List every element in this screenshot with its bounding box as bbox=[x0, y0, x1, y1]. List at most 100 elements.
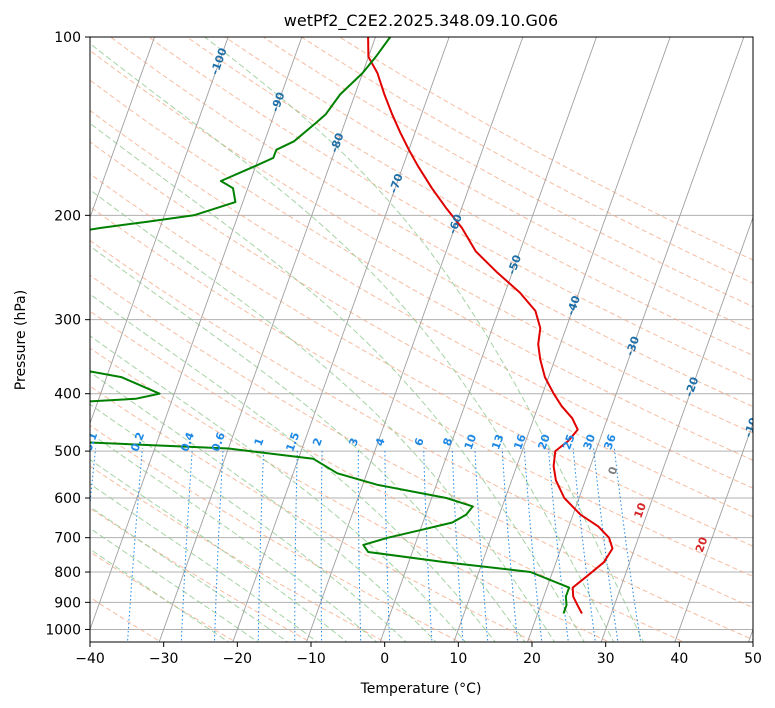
isotherm-line bbox=[306, 37, 524, 642]
y-tick-label: 800 bbox=[54, 565, 81, 581]
isotherm-label: 20 bbox=[693, 535, 711, 554]
x-tick-label: −20 bbox=[223, 651, 253, 667]
dry-adiabat bbox=[90, 347, 611, 642]
plot-frame bbox=[89, 36, 754, 643]
sounding-traces bbox=[90, 37, 614, 614]
y-tick-label: 200 bbox=[54, 208, 81, 224]
dry-adiabat bbox=[90, 206, 753, 577]
dry-adiabat bbox=[300, 37, 753, 284]
isotherm-label: -50 bbox=[505, 253, 524, 276]
mixing-ratio-label: 0.6 bbox=[209, 430, 228, 453]
x-tick-label: −40 bbox=[75, 651, 105, 667]
y-tick-label: 1000 bbox=[45, 622, 81, 638]
isotherm-label: -70 bbox=[387, 172, 406, 195]
contour-labels: -100-90-80-70-60-50-40-30-20-100.1 0.2 0.4… bbox=[81, 46, 761, 554]
mixing-ratio-label: 3 bbox=[346, 436, 361, 448]
sounding-series-line bbox=[90, 37, 571, 614]
isotherm-line bbox=[674, 422, 753, 642]
moist-adiabat bbox=[90, 335, 467, 642]
isotherm-line bbox=[453, 37, 671, 642]
moist-adiabat bbox=[204, 37, 644, 642]
mixing-ratio-label: 0.1 bbox=[81, 431, 100, 454]
y-tick-label: 900 bbox=[54, 595, 81, 611]
moist-adiabat bbox=[90, 483, 319, 642]
isotherm-line bbox=[379, 37, 597, 642]
x-tick-label: 40 bbox=[670, 651, 688, 667]
mixing-ratio-line bbox=[593, 448, 619, 642]
chart-title: wetPf2_C2E2.2025.348.09.10.G06 bbox=[284, 11, 558, 31]
mixing-ratio-label: 0.4 bbox=[178, 430, 197, 453]
y-axis-label: Pressure (hPa) bbox=[13, 290, 29, 390]
dry-adiabat bbox=[90, 465, 386, 642]
moist-adiabat bbox=[90, 403, 407, 642]
y-axis-ticks: 100 200 300 400 500 600 700 800 900 1000 bbox=[45, 30, 90, 638]
dry-adiabat bbox=[90, 141, 753, 518]
y-tick-label: 100 bbox=[54, 30, 81, 46]
dry-adiabat bbox=[90, 385, 536, 642]
mixing-ratio-label: 20 bbox=[536, 432, 554, 451]
x-tick-label: −10 bbox=[296, 651, 326, 667]
isotherm-line bbox=[90, 37, 155, 219]
isotherm-line bbox=[527, 37, 745, 642]
moist-adiabat bbox=[90, 548, 230, 642]
x-tick-label: 50 bbox=[744, 651, 762, 667]
mixing-ratio-label: 2 bbox=[310, 436, 325, 448]
y-tick-label: 400 bbox=[54, 387, 81, 403]
mixing-ratio-label: 1.5 bbox=[283, 431, 302, 454]
y-tick-label: 600 bbox=[54, 491, 81, 507]
mixing-ratio-line bbox=[613, 448, 642, 642]
x-axis-ticks: −40 −30 −20 −10 0 10 20 30 40 50 bbox=[75, 642, 762, 667]
y-tick-label: 700 bbox=[54, 531, 81, 547]
y-tick-label: 300 bbox=[54, 313, 81, 329]
sounding-series-line bbox=[367, 37, 614, 614]
mixing-ratio-label: 0.2 bbox=[128, 431, 147, 454]
isotherm-label: 0 bbox=[606, 465, 621, 477]
dry-adiabat bbox=[90, 79, 753, 461]
mixing-ratio-line bbox=[523, 448, 543, 642]
isotherm-label: -10 bbox=[742, 416, 761, 439]
mixing-ratio-label: 8 bbox=[440, 436, 455, 448]
isotherm-label: -30 bbox=[623, 334, 642, 357]
dry-adiabat bbox=[90, 310, 685, 642]
plot-area: -100-90-80-70-60-50-40-30-20-100.1 0.2 0.4… bbox=[81, 37, 761, 642]
x-tick-label: 10 bbox=[449, 651, 467, 667]
isotherm-label: -80 bbox=[328, 131, 347, 154]
dry-adiabat bbox=[90, 239, 753, 609]
isotherm-line bbox=[232, 37, 450, 642]
moist-adiabat bbox=[90, 371, 437, 642]
isotherms bbox=[90, 37, 753, 642]
isotherm-line bbox=[90, 37, 303, 631]
moist-adiabat bbox=[90, 432, 378, 642]
isotherm-line bbox=[158, 37, 376, 642]
mixing-ratio-label: 30 bbox=[581, 432, 599, 451]
mixing-ratio-lines bbox=[90, 448, 642, 642]
x-tick-label: 30 bbox=[597, 651, 615, 667]
dry-adiabat bbox=[90, 274, 753, 641]
x-axis-label: Temperature (°C) bbox=[360, 681, 482, 697]
x-tick-label: 0 bbox=[380, 651, 389, 667]
isotherm-label: -20 bbox=[682, 375, 701, 398]
dry-adiabat bbox=[109, 37, 753, 408]
moist-adiabat bbox=[90, 42, 615, 642]
mixing-ratio-label: 10 bbox=[462, 432, 480, 451]
dry-adiabat bbox=[90, 173, 753, 547]
mixing-ratio-label: 25 bbox=[560, 433, 577, 452]
mixing-ratio-label: 1 bbox=[252, 436, 267, 448]
mixing-ratio-label: 16 bbox=[511, 432, 529, 451]
mixing-ratio-line bbox=[548, 448, 569, 642]
x-tick-label: 20 bbox=[523, 651, 541, 667]
mixing-ratio-line bbox=[501, 448, 519, 642]
dry-adiabat bbox=[90, 49, 753, 434]
mixing-ratio-label: 6 bbox=[412, 436, 427, 448]
moist-adiabat bbox=[90, 293, 496, 642]
isotherm-label: -60 bbox=[446, 212, 465, 235]
mixing-ratio-label: 4 bbox=[373, 436, 388, 448]
moist-adiabat bbox=[90, 506, 289, 642]
dry-adiabats bbox=[90, 37, 753, 642]
mixing-ratio-label: 36 bbox=[602, 432, 620, 451]
isotherm-line bbox=[600, 216, 753, 642]
mixing-ratio-line bbox=[572, 448, 596, 642]
isotherm-label: -90 bbox=[269, 90, 288, 113]
